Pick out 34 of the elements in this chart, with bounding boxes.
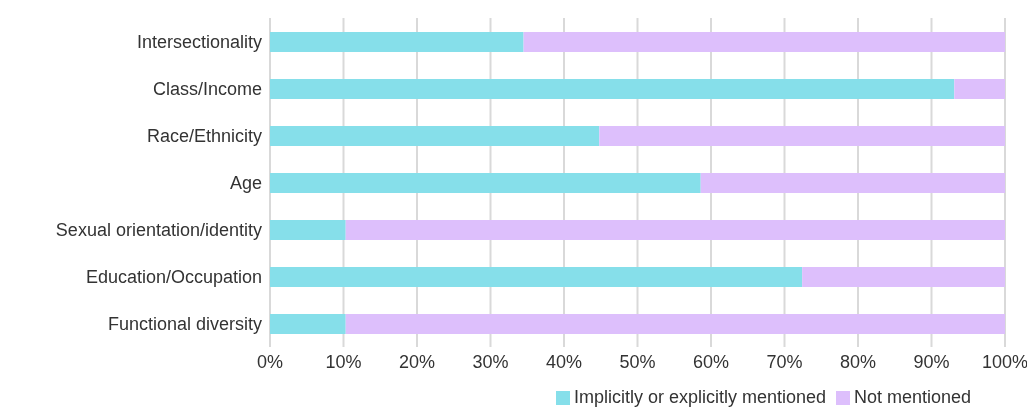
y-tick-label: Sexual orientation/identity — [55, 219, 262, 240]
legend-label: Implicitly or explicitly mentioned — [573, 387, 826, 407]
y-tick-label: Functional diversity — [107, 313, 262, 334]
y-tick-label: Education/Occupation — [85, 266, 262, 287]
bar — [270, 267, 803, 287]
bar — [954, 79, 1005, 99]
y-tick-label: Age — [229, 172, 262, 193]
bar — [345, 314, 1005, 334]
x-tick-label: 20% — [398, 351, 436, 372]
bar — [523, 32, 1005, 52]
x-tick-label: 10% — [325, 351, 362, 372]
bar — [270, 314, 346, 334]
bar — [270, 79, 955, 99]
bar — [270, 173, 701, 193]
bar — [345, 220, 1005, 240]
bar — [270, 220, 346, 240]
y-tick-label: Class/Income — [152, 78, 262, 99]
legend-label: Not mentioned — [854, 387, 972, 407]
x-tick-label: 0% — [256, 351, 284, 372]
y-tick-label: Race/Ethnicity — [146, 125, 262, 146]
x-tick-label: 100% — [981, 351, 1029, 372]
x-tick-label: 70% — [766, 351, 803, 372]
x-tick-label: 40% — [545, 351, 583, 372]
x-tick-label: 60% — [692, 351, 730, 372]
bar — [599, 126, 1005, 146]
x-tick-label: 30% — [472, 351, 509, 372]
bar — [270, 126, 600, 146]
x-tick-label: 50% — [619, 351, 656, 372]
x-tick-label: 80% — [839, 351, 877, 372]
y-tick-label: Intersectionality — [136, 31, 262, 52]
bar — [700, 173, 1005, 193]
x-tick-label: 90% — [913, 351, 950, 372]
bar — [270, 32, 524, 52]
bar — [802, 267, 1005, 287]
